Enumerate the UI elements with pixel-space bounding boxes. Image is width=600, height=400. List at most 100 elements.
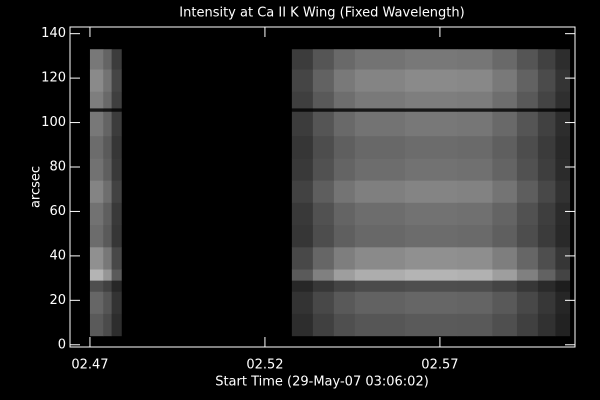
heatmap-cell <box>103 280 112 292</box>
heatmap-cell <box>404 111 458 137</box>
heatmap-cell <box>516 69 539 92</box>
plot-frame <box>69 26 576 348</box>
heatmap-cell <box>312 91 335 109</box>
heatmap-cell <box>537 291 556 314</box>
heatmap-cell <box>89 135 104 159</box>
heatmap-cell <box>404 69 458 92</box>
heatmap-cell <box>103 202 112 226</box>
heatmap-cell <box>492 247 518 270</box>
heatmap-cell <box>492 49 518 70</box>
heatmap-cell <box>516 291 539 314</box>
heatmap-cell <box>333 247 356 270</box>
heatmap-cell <box>103 91 112 109</box>
heatmap-cell <box>537 108 556 112</box>
heatmap-cell <box>457 269 493 281</box>
heatmap-cell <box>492 313 518 337</box>
heatmap-cell <box>103 269 112 281</box>
heatmap-cell <box>516 180 539 203</box>
heatmap-cell <box>103 313 112 337</box>
heatmap-cell <box>354 69 406 92</box>
heatmap-cell <box>103 158 112 181</box>
heatmap-cell <box>404 247 458 270</box>
heatmap-cell <box>555 111 571 137</box>
heatmap-cell <box>111 280 122 292</box>
heatmap-cell <box>354 158 406 181</box>
heatmap-cell <box>89 111 104 137</box>
heatmap-cell <box>291 202 314 226</box>
heatmap-cell <box>404 180 458 203</box>
heatmap-cell <box>492 280 518 292</box>
heatmap-cell <box>492 224 518 248</box>
heatmap-cell <box>291 280 314 292</box>
heatmap-cell <box>457 180 493 203</box>
heatmap-cell <box>555 280 571 292</box>
heatmap-cell <box>537 135 556 159</box>
heatmap-cell <box>354 91 406 109</box>
heatmap-cell <box>354 247 406 270</box>
heatmap-cell <box>354 202 406 226</box>
heatmap-cell <box>457 108 493 112</box>
heatmap-cell <box>492 269 518 281</box>
heatmap-cell <box>111 247 122 270</box>
heatmap-cell <box>103 135 112 159</box>
heatmap-cell <box>291 269 314 281</box>
heatmap-cell <box>404 202 458 226</box>
heatmap-cell <box>537 91 556 109</box>
heatmap-cell <box>457 158 493 181</box>
heatmap-cell <box>492 135 518 159</box>
heatmap-cell <box>103 180 112 203</box>
heatmap-cell <box>404 291 458 314</box>
heatmap-cell <box>537 202 556 226</box>
heatmap-cell <box>404 224 458 248</box>
heatmap-cell <box>537 247 556 270</box>
heatmap-cell <box>291 291 314 314</box>
heatmap-cell <box>312 291 335 314</box>
heatmap-cell <box>555 180 571 203</box>
y-tick-label: 80 <box>49 160 66 175</box>
heatmap-cell <box>457 313 493 337</box>
heatmap-cell <box>111 158 122 181</box>
heatmap-cell <box>516 313 539 337</box>
y-axis-label: arcsec <box>29 166 44 208</box>
heatmap-cell <box>89 224 104 248</box>
heatmap-cell <box>291 180 314 203</box>
heatmap-cell <box>333 224 356 248</box>
x-tick-label: 02.52 <box>246 358 283 373</box>
heatmap-cell <box>89 202 104 226</box>
heatmap-cell <box>312 269 335 281</box>
heatmap-cell <box>333 108 356 112</box>
heatmap-cell <box>89 180 104 203</box>
heatmap-cell <box>291 224 314 248</box>
heatmap-cell <box>516 91 539 109</box>
heatmap-cell <box>537 280 556 292</box>
heatmap-cell <box>516 49 539 70</box>
heatmap-cell <box>312 313 335 337</box>
heatmap-cell <box>354 111 406 137</box>
heatmap-cell <box>492 291 518 314</box>
heatmap-cell <box>111 269 122 281</box>
heatmap-cell <box>555 158 571 181</box>
heatmap-cell <box>312 280 335 292</box>
heatmap-cell <box>111 291 122 314</box>
heatmap-cell <box>291 313 314 337</box>
heatmap-cell <box>555 69 571 92</box>
y-tick-label: 120 <box>41 71 66 86</box>
image <box>89 49 571 337</box>
heatmap-cell <box>555 247 571 270</box>
heatmap-cell <box>291 247 314 270</box>
heatmap-cell <box>555 202 571 226</box>
heatmap-cell <box>354 180 406 203</box>
heatmap-cell <box>492 111 518 137</box>
heatmap-cell <box>333 269 356 281</box>
x-tick-label: 02.47 <box>71 358 108 373</box>
heatmap-cell <box>492 91 518 109</box>
heatmap-cell <box>537 269 556 281</box>
heatmap-cell <box>555 291 571 314</box>
heatmap-cell <box>555 108 571 112</box>
heatmap-cell <box>291 111 314 137</box>
heatmap-cell <box>555 313 571 337</box>
heatmap-cell <box>89 313 104 337</box>
heatmap-cell <box>537 49 556 70</box>
heatmap-cell <box>333 111 356 137</box>
